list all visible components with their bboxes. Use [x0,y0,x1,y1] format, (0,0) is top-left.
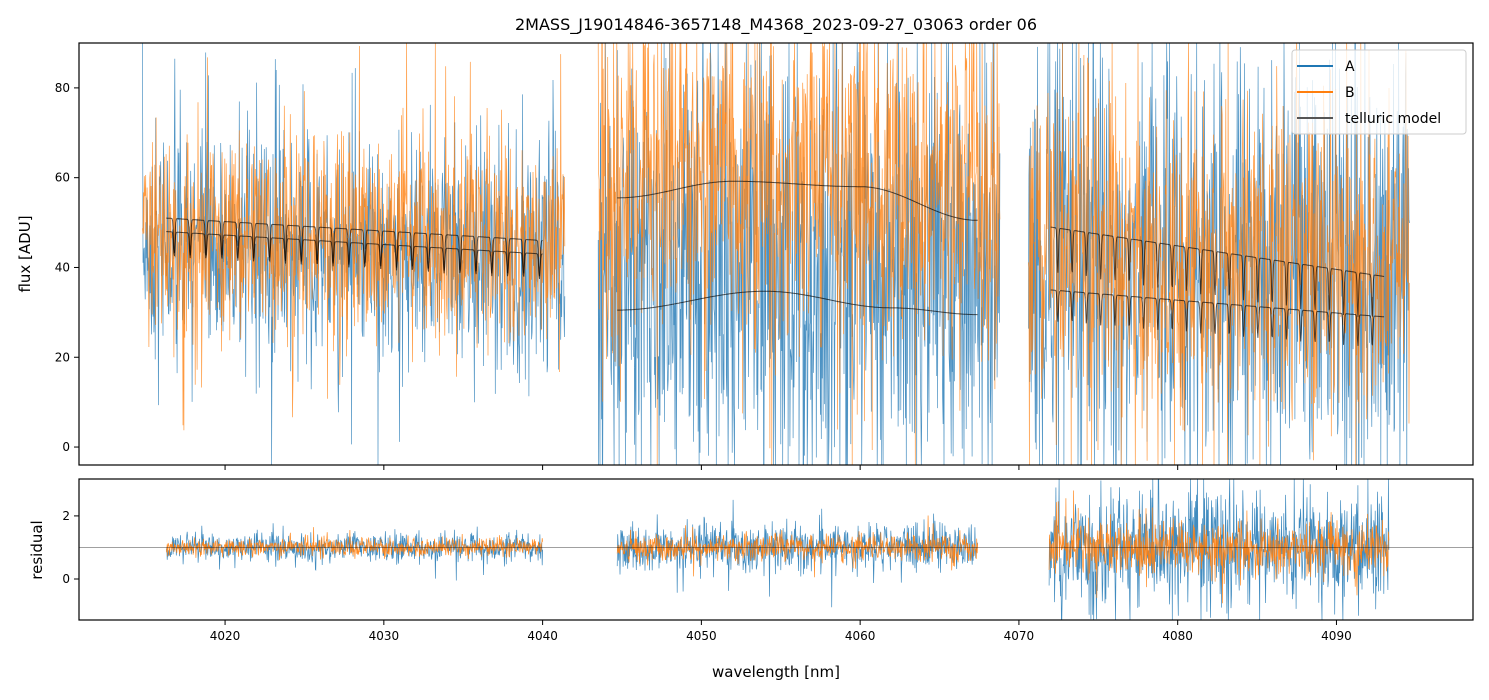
xtick-label: 4040 [527,629,558,643]
bottom-ytick-label: 0 [62,572,70,586]
chart-title: 2MASS_J19014846-3657148_M4368_2023-09-27… [515,15,1037,35]
top-ytick-label: 20 [55,350,70,364]
residual-a-segment-1 [616,499,978,608]
flux-b-segment-1 [597,42,1001,466]
flux-b-segment-2 [1028,42,1410,466]
flux-b-segment-0 [142,42,566,431]
residual-b-segment-1 [616,515,978,578]
residual-b-segment-0 [165,527,543,561]
xlabel: wavelength [nm] [712,663,840,681]
top-ytick-label: 80 [55,81,70,95]
top-ytick-label: 60 [55,171,70,185]
telluric-model-lower-segment-0 [166,231,543,279]
bottom-axes-frame [78,478,1474,621]
xtick-label: 4090 [1321,629,1352,643]
top-ytick-label: 40 [55,260,70,274]
telluric-model-upper-segment-1 [617,180,978,221]
legend-label-telluric: telluric model [1345,111,1441,127]
telluric-model-upper-segment-2 [1050,226,1385,318]
legend-label-a: A [1345,59,1355,75]
telluric-model-lower-segment-2 [1050,289,1385,346]
xtick-label: 4030 [369,629,400,643]
xtick-label: 4050 [686,629,717,643]
xtick-label: 4060 [845,629,876,643]
bottom-ylabel: residual [28,520,46,579]
xtick-label: 4080 [1162,629,1193,643]
xtick-label: 4070 [1004,629,1035,643]
bottom-ytick-label: 2 [62,509,70,523]
legend-label-b: B [1345,85,1355,101]
legend: A B telluric model [1291,49,1467,135]
telluric-model-lower-segment-1 [617,290,978,316]
top-axes-frame [78,42,1474,466]
xtick-label: 4020 [210,629,241,643]
top-ytick-label: 0 [62,440,70,454]
top-ylabel: flux [ADU] [16,215,34,292]
telluric-model-upper-segment-0 [166,217,543,277]
residual-b-segment-2 [1048,490,1390,604]
